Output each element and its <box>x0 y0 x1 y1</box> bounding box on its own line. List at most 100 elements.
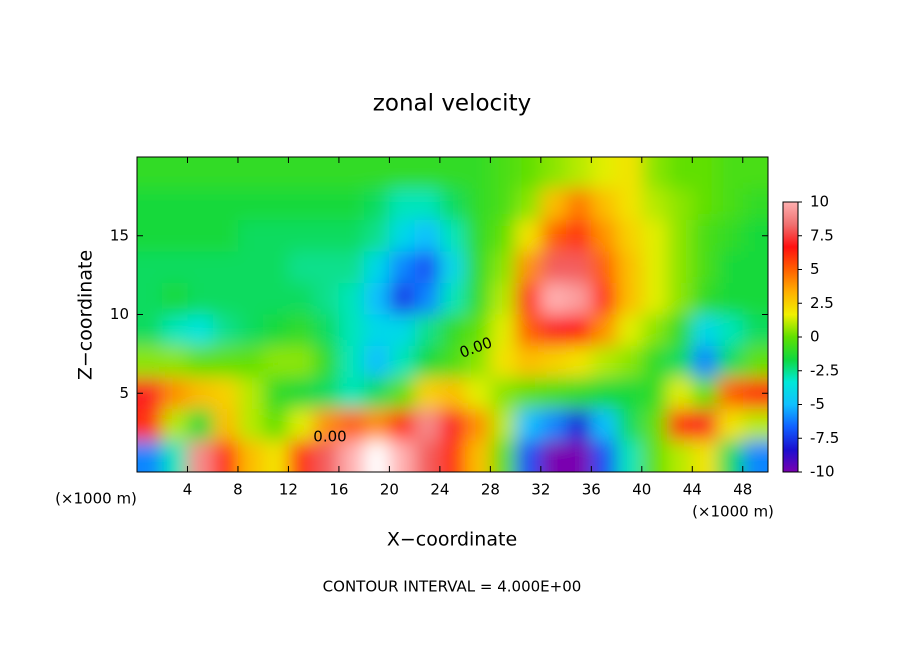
cell <box>490 188 517 221</box>
cell <box>515 188 542 221</box>
cell <box>515 377 542 410</box>
cell <box>566 409 592 441</box>
cell <box>414 409 441 441</box>
cell <box>641 346 668 378</box>
cell <box>212 346 239 378</box>
cell <box>692 188 719 221</box>
cell <box>414 377 441 410</box>
cell <box>338 440 365 472</box>
cell <box>540 314 567 347</box>
cell <box>212 409 239 441</box>
colorbar-tick-label: -5 <box>810 395 825 413</box>
cell <box>667 157 693 189</box>
cell <box>515 157 542 189</box>
cell <box>389 440 416 472</box>
y-tick-label: 5 <box>119 384 129 402</box>
cell <box>717 283 744 315</box>
cell <box>288 283 315 315</box>
field <box>137 157 768 472</box>
cell <box>137 283 163 315</box>
cell <box>313 220 340 252</box>
cell <box>540 440 567 472</box>
cell <box>313 251 340 284</box>
cell <box>263 283 289 315</box>
cell <box>313 440 340 472</box>
cell <box>540 346 567 378</box>
cell <box>717 220 744 252</box>
cell <box>338 409 365 441</box>
cell <box>490 377 517 410</box>
cell <box>616 157 643 189</box>
chart-title: zonal velocity <box>373 91 531 117</box>
cell <box>187 251 214 284</box>
cell <box>364 157 390 189</box>
cell <box>641 314 668 347</box>
cell <box>616 314 643 347</box>
colorbar-tick-label: -7.5 <box>810 429 839 447</box>
cell <box>288 409 315 441</box>
cell <box>591 440 618 472</box>
x-tick-label: 16 <box>329 481 348 499</box>
cell <box>263 314 289 347</box>
cell <box>616 346 643 378</box>
cell <box>414 157 441 189</box>
cell <box>162 440 188 472</box>
cell <box>717 157 744 189</box>
cell <box>490 251 517 284</box>
cell <box>162 188 188 221</box>
cell <box>338 314 365 347</box>
colorbar-tick-label: 2.5 <box>810 294 834 312</box>
cell <box>338 377 365 410</box>
cell <box>389 220 416 252</box>
cell <box>364 440 390 472</box>
cell <box>667 220 693 252</box>
cell <box>515 409 542 441</box>
cell <box>465 220 491 252</box>
cell <box>414 346 441 378</box>
cell <box>540 377 567 410</box>
cell <box>566 188 592 221</box>
cell <box>465 188 491 221</box>
cell <box>566 314 592 347</box>
cell <box>162 314 188 347</box>
cell <box>591 377 618 410</box>
cell <box>465 157 491 189</box>
cell <box>212 377 239 410</box>
cell <box>540 188 567 221</box>
cell <box>566 283 592 315</box>
cell <box>667 377 693 410</box>
cell <box>338 188 365 221</box>
cell <box>338 283 365 315</box>
cell <box>439 377 466 410</box>
cell <box>187 440 214 472</box>
cell <box>338 220 365 252</box>
cell <box>389 251 416 284</box>
cell <box>566 220 592 252</box>
cell <box>465 377 491 410</box>
cell <box>616 377 643 410</box>
cell <box>288 188 315 221</box>
cell <box>515 314 542 347</box>
cell <box>515 283 542 315</box>
cell <box>137 440 163 472</box>
cell <box>313 409 340 441</box>
cell <box>237 377 264 410</box>
cell <box>414 314 441 347</box>
cell <box>364 283 390 315</box>
cell <box>338 251 365 284</box>
cell <box>162 251 188 284</box>
cell <box>717 188 744 221</box>
cell <box>313 157 340 189</box>
cell <box>414 220 441 252</box>
cell <box>439 409 466 441</box>
cell <box>717 346 744 378</box>
cell <box>566 377 592 410</box>
colorbar-tick-label: -2.5 <box>810 361 839 379</box>
cell <box>187 188 214 221</box>
cell <box>692 251 719 284</box>
cell <box>616 409 643 441</box>
cell <box>414 251 441 284</box>
cell <box>439 188 466 221</box>
cell <box>364 314 390 347</box>
